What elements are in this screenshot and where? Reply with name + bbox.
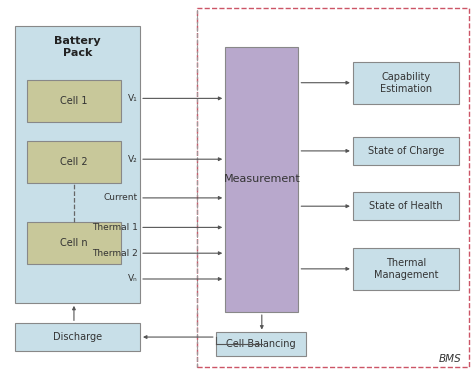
FancyBboxPatch shape: [15, 323, 140, 351]
Text: Cell Balancing: Cell Balancing: [226, 339, 295, 349]
Text: V₂: V₂: [128, 155, 138, 164]
FancyBboxPatch shape: [27, 222, 121, 264]
FancyBboxPatch shape: [27, 80, 121, 122]
Text: Thermal
Management: Thermal Management: [374, 258, 438, 280]
FancyBboxPatch shape: [353, 61, 459, 104]
Text: State of Health: State of Health: [369, 201, 443, 211]
FancyBboxPatch shape: [225, 47, 299, 312]
Text: BMS: BMS: [439, 354, 462, 364]
FancyBboxPatch shape: [27, 141, 121, 183]
FancyBboxPatch shape: [216, 332, 306, 356]
Text: Cell 1: Cell 1: [60, 96, 88, 106]
Text: State of Charge: State of Charge: [368, 146, 444, 156]
FancyBboxPatch shape: [353, 137, 459, 165]
FancyBboxPatch shape: [353, 248, 459, 290]
Text: Cell 2: Cell 2: [60, 157, 88, 167]
Text: Measurement: Measurement: [223, 175, 300, 185]
Text: Thermal 2: Thermal 2: [92, 249, 138, 258]
FancyBboxPatch shape: [15, 27, 140, 303]
Text: V₁: V₁: [128, 94, 138, 103]
Text: Current: Current: [104, 194, 138, 202]
Text: Thermal 1: Thermal 1: [92, 223, 138, 232]
Text: Vₙ: Vₙ: [128, 275, 138, 283]
Text: Battery
Pack: Battery Pack: [55, 36, 101, 58]
Text: Cell n: Cell n: [60, 238, 88, 248]
Text: Discharge: Discharge: [53, 332, 102, 342]
Text: Capability
Estimation: Capability Estimation: [380, 72, 432, 94]
FancyBboxPatch shape: [353, 192, 459, 220]
